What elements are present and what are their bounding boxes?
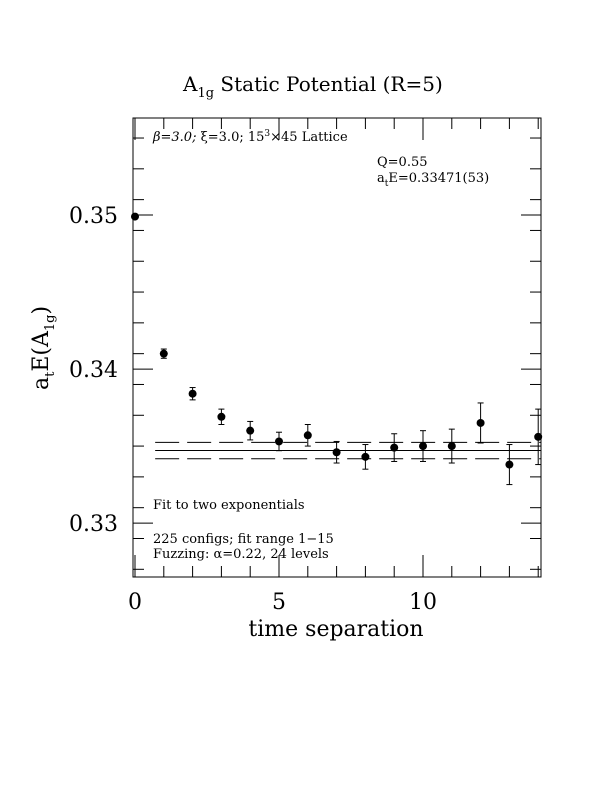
- data-point: [390, 443, 399, 452]
- chart-title: A1g Static Potential (R=5): [182, 72, 443, 101]
- configs-annotation: 225 configs; fit range 1−15: [153, 532, 334, 547]
- data-point: [505, 460, 514, 469]
- data-point: [131, 212, 139, 221]
- data-point: [419, 442, 427, 451]
- y-tick-label: 0.34: [69, 358, 118, 383]
- q-annotation: Q=0.55: [377, 155, 428, 170]
- fit-band: [155, 441, 541, 460]
- y-tick-label: 0.35: [69, 204, 118, 229]
- fit-annotation: Fit to two exponentials: [153, 498, 305, 513]
- lattice-annotation: β=3.0; ξ=3.0; 153×45 Lattice: [152, 129, 348, 145]
- data-point: [332, 448, 341, 457]
- fuzzing-annotation: Fuzzing: α=0.22, 24 levels: [153, 547, 329, 562]
- data-point: [246, 426, 255, 435]
- energy-annotation: atE=0.33471(53): [377, 171, 489, 189]
- data-points: [131, 212, 543, 486]
- axis-ticks: [133, 118, 541, 577]
- x-tick-label: 10: [409, 590, 437, 615]
- y-axis-label: atE(A1g): [29, 306, 58, 390]
- data-point: [303, 431, 312, 440]
- data-point: [534, 432, 543, 441]
- x-axis-label: time separation: [248, 617, 423, 642]
- y-tick-label: 0.33: [69, 512, 118, 537]
- data-point: [188, 389, 197, 398]
- data-point: [447, 442, 456, 451]
- data-point: [217, 412, 226, 421]
- data-point: [159, 349, 168, 358]
- data-point: [275, 437, 283, 446]
- x-tick-label: 0: [128, 590, 142, 615]
- x-tick-label: 5: [272, 590, 286, 615]
- data-point: [361, 452, 370, 461]
- data-point: [476, 418, 485, 427]
- tick-labels: 0 5 10 0.33 0.34 0.35: [69, 204, 437, 615]
